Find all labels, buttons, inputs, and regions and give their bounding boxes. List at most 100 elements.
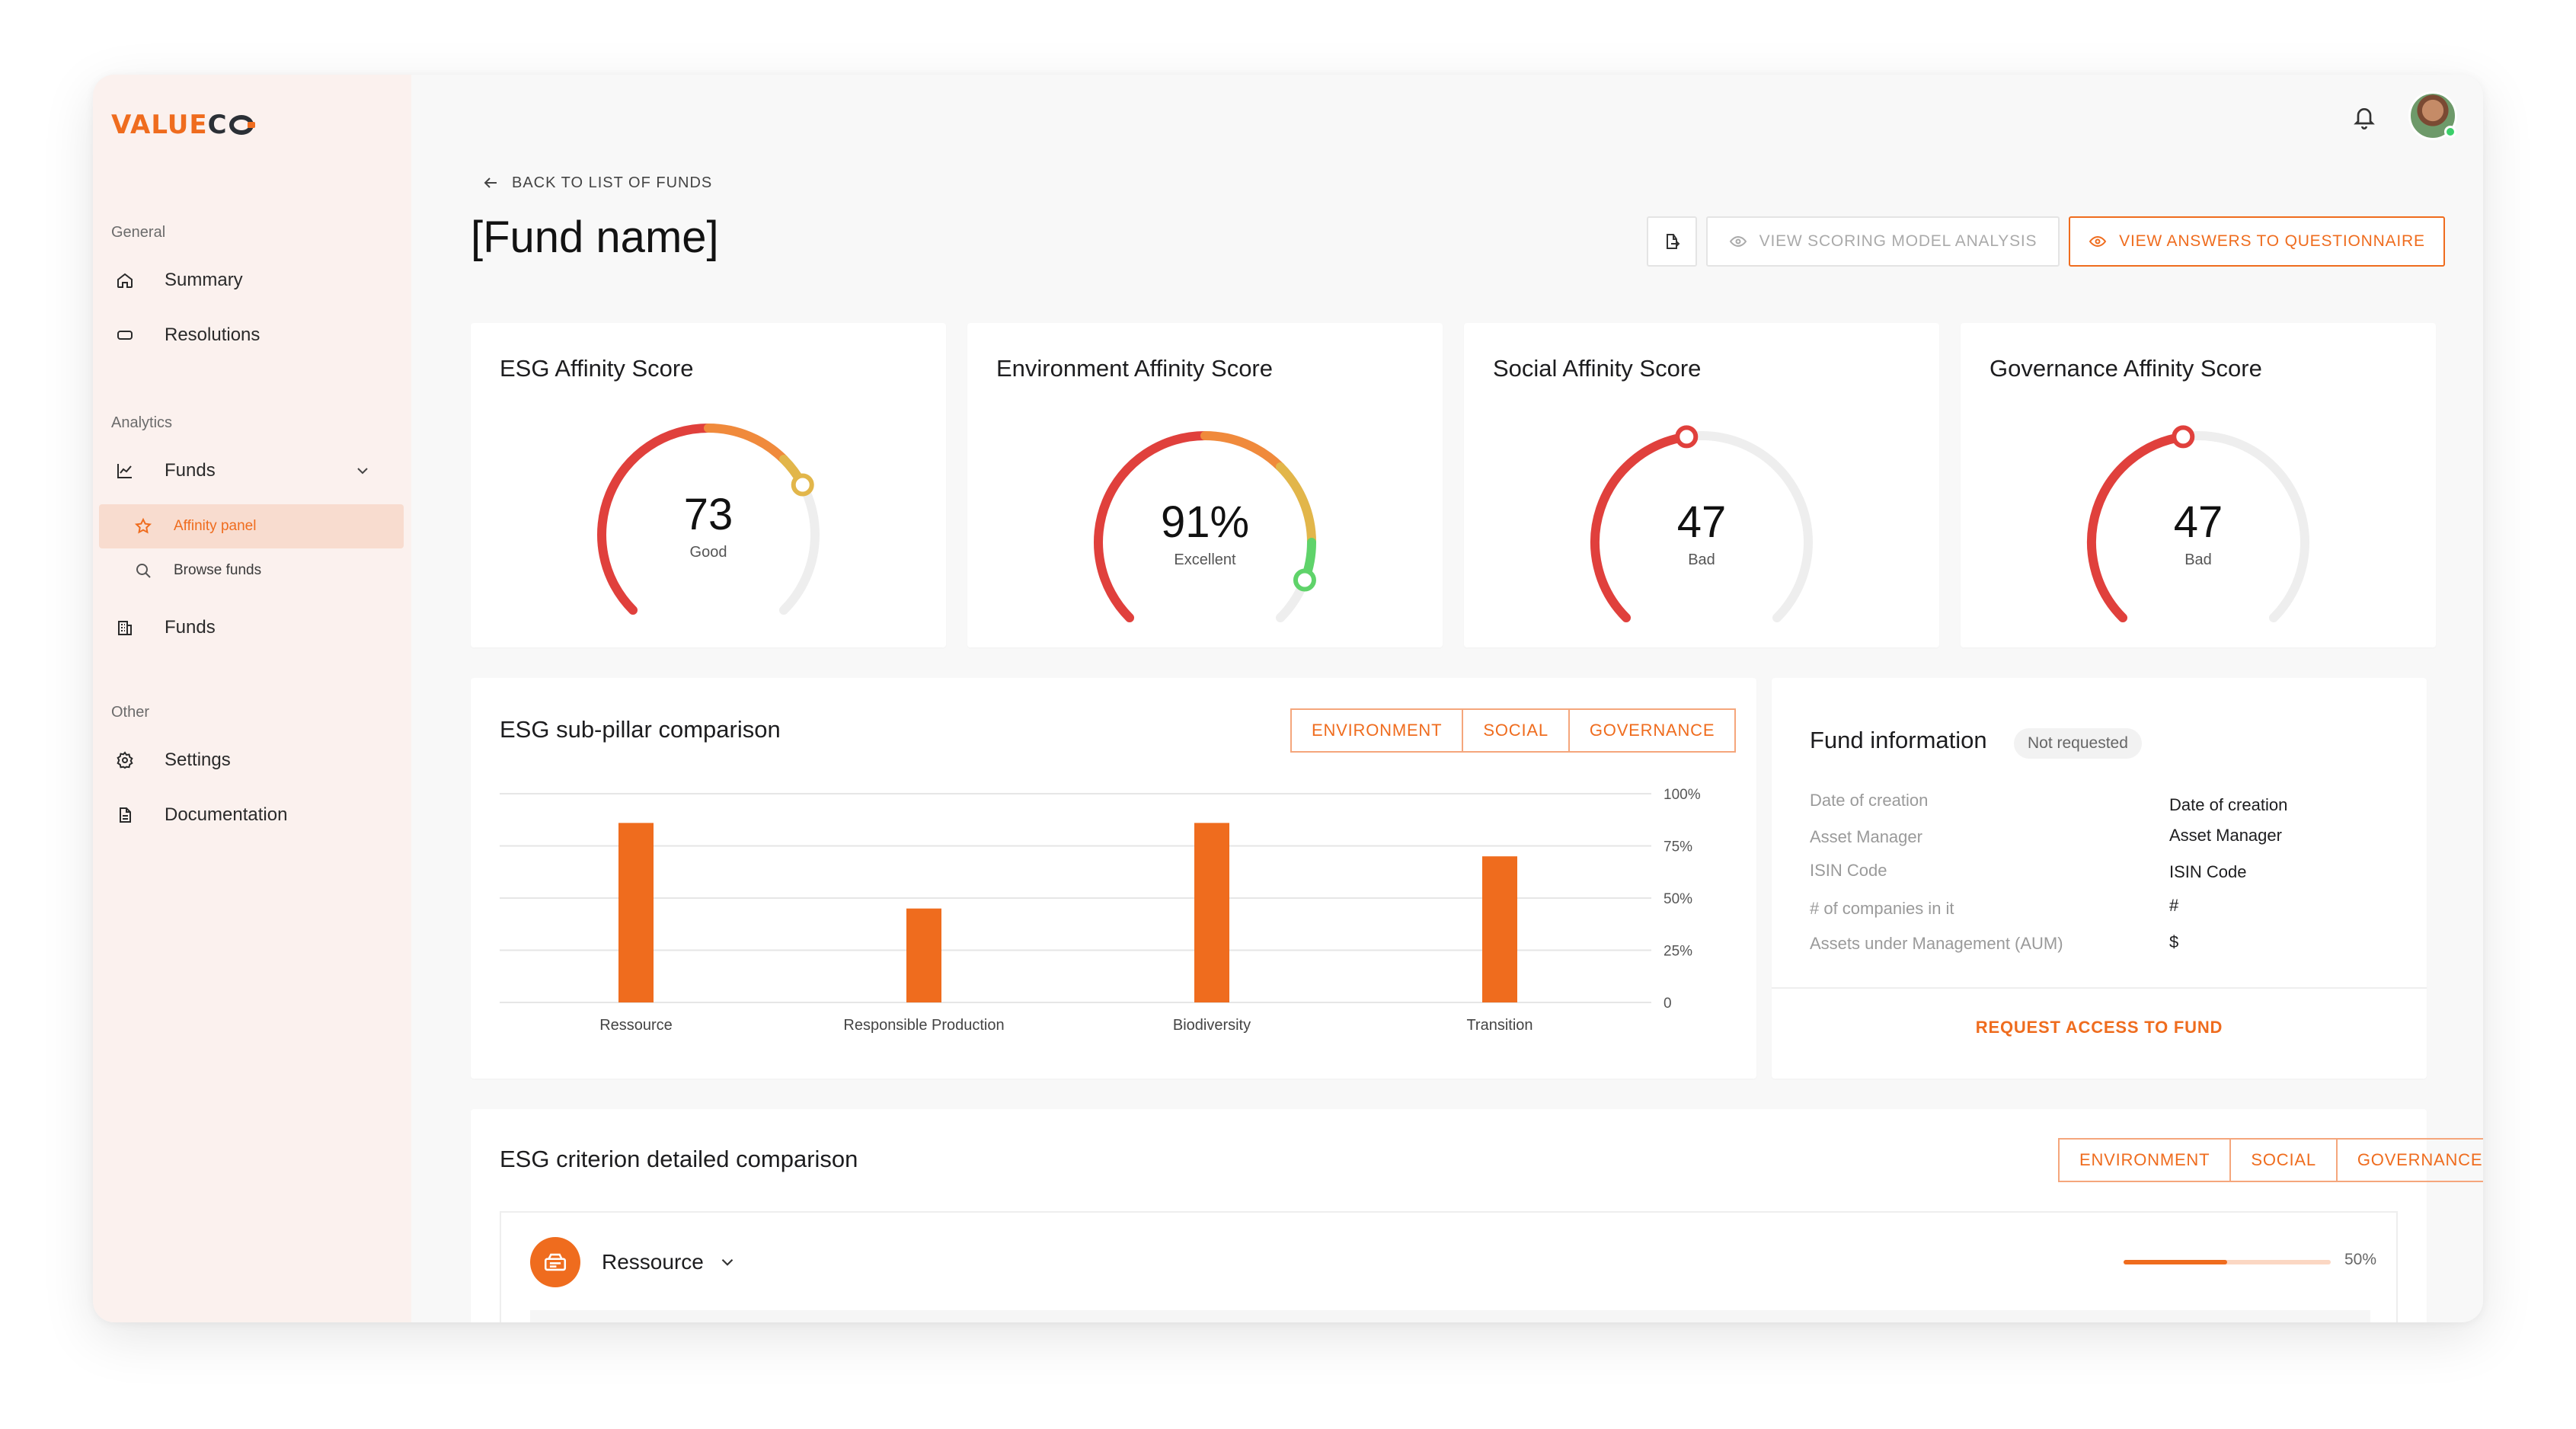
logo-glyph-icon: [229, 115, 255, 135]
progress-value: 50%: [2344, 1251, 2377, 1268]
criterion-row-toggle[interactable]: Ressource: [530, 1237, 737, 1287]
back-to-list-link[interactable]: BACK TO LIST OF FUNDS: [481, 174, 712, 192]
eye-icon: [1729, 232, 1747, 251]
gauge-chart: [1094, 431, 1316, 622]
app-window: VALUE C General Summary Resolutions Analy…: [93, 75, 2483, 1322]
divider: [1772, 987, 2427, 989]
bar: [906, 908, 941, 1002]
sidebar-item-label: Documentation: [165, 804, 288, 825]
progress-fill: [2124, 1260, 2227, 1264]
gauge-arc-segment: [597, 424, 713, 615]
rectangle-icon: [116, 326, 134, 344]
tab-social[interactable]: SOCIAL: [1463, 710, 1570, 751]
gauge-arc-segment: [1275, 462, 1316, 547]
sidebar-item-funds[interactable]: Funds: [111, 606, 385, 649]
sidebar-item-funds-group[interactable]: Funds: [111, 449, 385, 492]
bell-icon[interactable]: [2352, 104, 2376, 131]
gauge-arc-segment: [1590, 432, 1692, 622]
criterion-sub-row: [530, 1310, 2370, 1322]
sidebar-item-summary[interactable]: Summary: [111, 259, 385, 302]
tab-governance[interactable]: GOVERNANCE: [1589, 721, 1715, 740]
card-title: ESG Affinity Score: [500, 355, 694, 382]
sidebar-item-label: Browse funds: [174, 562, 262, 578]
gauge-label: Good: [689, 544, 727, 561]
bar: [1482, 856, 1517, 1002]
section-general: General: [111, 224, 166, 241]
governance-score-card: Governance Affinity Score 47 Bad: [1961, 323, 2436, 647]
gauge-chart: [597, 424, 820, 615]
bar: [1194, 823, 1229, 1002]
card-title: ESG sub-pillar comparison: [500, 716, 781, 743]
criterion-list: Ressource 50%: [500, 1211, 2398, 1322]
sidebar-item-settings[interactable]: Settings: [111, 739, 385, 782]
sidebar-item-resolutions[interactable]: Resolutions: [111, 314, 385, 356]
bar: [618, 823, 654, 1002]
export-button[interactable]: [1647, 216, 1697, 267]
page-title: [Fund name]: [471, 213, 719, 262]
export-icon: [1663, 232, 1681, 251]
x-tick-label: Biodiversity: [1173, 1017, 1251, 1034]
pillar-tab-group: ENVIRONMENT SOCIAL GOVERNANCE: [1290, 708, 1737, 753]
chevron-down-icon: [718, 1252, 737, 1272]
avatar[interactable]: [2408, 91, 2457, 140]
gauge-chart: [2087, 425, 2309, 622]
logo[interactable]: VALUE C: [111, 110, 255, 140]
gauge-knob: [791, 473, 814, 497]
tab-governance[interactable]: GOVERNANCE: [2357, 1150, 2483, 1169]
gauge-arc-segment: [1200, 431, 1285, 472]
line-chart-icon: [116, 462, 134, 480]
bar-chart: 0 25% 50% 75% 100% Ressource Responsible Produ…: [500, 787, 1701, 1034]
tab-environment[interactable]: ENVIRONMENT: [2060, 1140, 2232, 1181]
view-answers-label: VIEW ANSWERS TO QUESTIONNAIRE: [2119, 232, 2425, 250]
view-answers-button[interactable]: VIEW ANSWERS TO QUESTIONNAIRE: [2069, 216, 2445, 267]
gauge-value: 47: [1676, 497, 1727, 547]
view-scoring-model-label: VIEW SCORING MODEL ANALYSIS: [1759, 232, 2037, 250]
y-tick-label: 100%: [1664, 787, 1701, 803]
gauge-knob: [1675, 425, 1699, 449]
request-access-button[interactable]: REQUEST ACCESS TO FUND: [1975, 1018, 2223, 1037]
section-other: Other: [111, 704, 150, 721]
sidebar-item-documentation[interactable]: Documentation: [111, 794, 385, 836]
star-icon: [134, 517, 152, 535]
gauge-arc-segment: [2087, 432, 2188, 622]
info-label: # of companies in it: [1810, 899, 1954, 918]
sidebar-item-label: Settings: [165, 750, 231, 770]
logo-text-c: C: [207, 110, 228, 140]
gauge-label: Bad: [2184, 551, 2212, 568]
gauge-knob: [2172, 425, 2195, 449]
sidebar-item-label: Resolutions: [165, 324, 260, 345]
main-content: BACK TO LIST OF FUNDS [Fund name] VIEW S…: [411, 75, 2483, 1322]
sidebar-item-label: Affinity panel: [174, 518, 257, 534]
criterion-comparison-card: ESG criterion detailed comparison ENVIRO…: [471, 1109, 2483, 1322]
gauge-label: Bad: [1688, 551, 1715, 568]
info-value: Date of creation: [2169, 795, 2288, 814]
y-tick-label: 50%: [1664, 891, 1692, 907]
esg-score-card: ESG Affinity Score 73 Good: [471, 323, 946, 647]
gauge-value: 47: [2173, 497, 2223, 547]
tab-social[interactable]: SOCIAL: [2231, 1140, 2338, 1181]
chevron-down-icon[interactable]: [353, 462, 372, 480]
criterion-progress-bar: [2124, 1260, 2331, 1264]
sidebar-item-affinity-panel[interactable]: Affinity panel: [99, 504, 404, 548]
gauge-label: Excellent: [1174, 551, 1236, 568]
card-title: ESG criterion detailed comparison: [500, 1146, 858, 1172]
sidebar-item-label: Summary: [165, 270, 243, 290]
resource-icon: [530, 1237, 580, 1287]
home-icon: [116, 271, 134, 289]
gauge-value: 73: [683, 490, 733, 539]
view-scoring-model-button[interactable]: VIEW SCORING MODEL ANALYSIS: [1706, 216, 2060, 267]
info-label: Date of creation: [1810, 791, 1929, 810]
gauge-chart: [1590, 425, 1813, 622]
x-tick-label: Ressource: [599, 1017, 673, 1034]
status-badge: Not requested: [2014, 728, 2142, 759]
criterion-tab-group: ENVIRONMENT SOCIAL GOVERNANCE: [2058, 1138, 2483, 1182]
search-icon: [134, 561, 152, 580]
arrow-left-icon: [481, 174, 500, 192]
card-title: Fund information: [1810, 727, 1987, 753]
social-score-card: Social Affinity Score 47 Bad: [1464, 323, 1939, 647]
info-label: Asset Manager: [1810, 827, 1922, 846]
tab-environment[interactable]: ENVIRONMENT: [1292, 710, 1464, 751]
sidebar-item-browse-funds[interactable]: Browse funds: [99, 548, 404, 593]
x-tick-label: Responsible Production: [843, 1017, 1004, 1034]
gear-icon: [116, 751, 134, 769]
